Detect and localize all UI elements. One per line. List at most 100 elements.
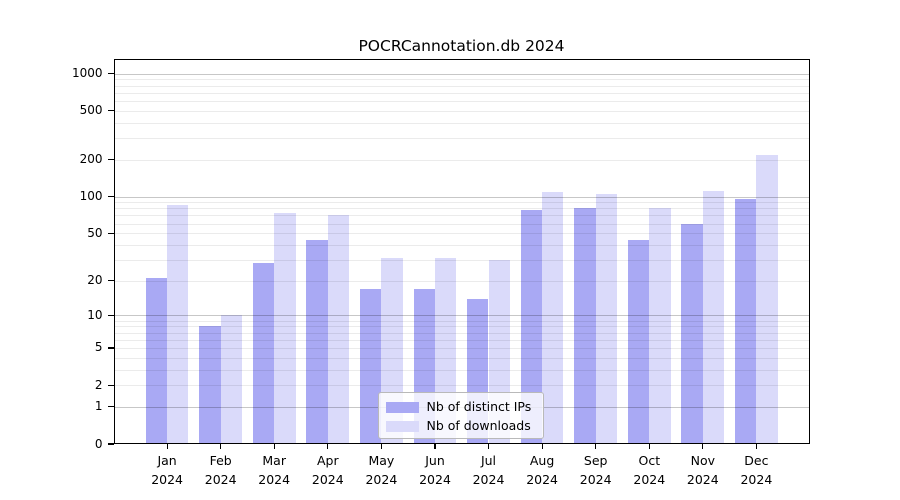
gridline-minor [113,233,810,235]
gridline-minor [113,244,810,246]
y-tick-label: 100 [79,189,103,203]
x-tick-mark [380,444,383,449]
x-tick-label: Jun 2024 [419,453,451,487]
y-tick-label: 1000 [71,66,103,80]
x-tick-label: Sep 2024 [579,453,612,487]
gridline-minor [113,385,810,387]
bar-distinct-ips-dec [735,198,757,444]
bar-downloads-apr [327,214,350,444]
gridline-minor [113,347,810,349]
y-tick-label: 2 [94,377,103,392]
plot-border-right [808,58,810,444]
bar-distinct-ips-mar [252,263,275,444]
plot-border-top [113,58,810,60]
gridline-minor [113,339,810,341]
x-tick-mark [434,444,436,449]
bar-downloads-aug [542,192,564,444]
x-tick-label: Mar 2024 [258,453,291,487]
x-tick-label: Aug 2024 [526,453,558,487]
gridline-minor [113,208,810,210]
y-tick-mark [107,347,114,349]
gridline-minor [113,369,810,371]
y-tick-mark [107,280,114,282]
y-tick-mark [107,195,114,198]
x-tick-label: Oct 2024 [633,453,666,487]
bar-distinct-ips-sep [574,207,596,444]
gridline-minor [113,326,810,328]
bar-downloads-jan [167,205,189,444]
y-tick-mark [107,443,114,445]
legend-label: Nb of downloads [426,418,531,433]
gridline-minor [113,259,810,261]
x-tick-mark [166,444,168,449]
bar-downloads-feb [220,315,243,444]
bar-downloads-mar [274,212,296,444]
x-tick-label: Apr 2024 [311,453,344,487]
gridline-minor [113,137,810,139]
bar-distinct-ips-apr [306,239,328,444]
gridline-minor [113,92,810,94]
plot-border-bottom [113,442,810,444]
y-tick-label: 10 [87,307,103,322]
gridline-minor [113,85,810,87]
y-tick-label: 0 [94,436,103,451]
x-tick-mark [487,444,490,449]
legend-swatch-distinct-ips [385,401,419,413]
y-tick-label: 200 [79,152,103,167]
legend-row: Nb of distinct IPs [385,399,536,416]
x-tick-mark [273,444,275,449]
gridline-minor [113,202,810,204]
y-tick-mark [107,110,114,112]
y-tick-mark [107,314,114,317]
gridline-minor [113,320,810,322]
gridline-minor [113,159,810,161]
x-tick-mark [327,444,329,449]
bar-downloads-nov [702,191,725,444]
gridline-minor [113,215,810,217]
x-tick-label: May 2024 [365,453,398,487]
gridline-minor [113,100,810,102]
bar-distinct-ips-feb [199,326,221,444]
y-tick-mark [107,72,114,75]
gridline-minor [113,223,810,225]
gridline-minor [113,332,810,334]
gridline-major [113,196,810,198]
y-tick-mark [107,406,114,408]
gridline-major [113,315,810,317]
bar-downloads-sep [595,194,618,444]
bar-downloads-dec [756,154,778,444]
gridline-minor [113,79,810,81]
x-tick-label: Nov 2024 [686,453,719,487]
y-tick-label: 1 [94,399,103,414]
x-tick-mark [541,444,543,449]
legend-row: Nb of downloads [385,418,536,435]
x-tick-mark [702,444,704,449]
bar-distinct-ips-jan [145,278,167,444]
chart-title: POCRCannotation.db 2024 [358,37,565,55]
legend-swatch-downloads [385,420,419,432]
x-tick-mark [220,444,222,449]
legend-label: Nb of distinct IPs [426,399,532,414]
x-tick-mark [648,444,650,449]
bar-distinct-ips-may [360,289,382,444]
x-tick-label: Feb 2024 [204,453,237,487]
y-tick-mark [107,384,114,386]
gridline-minor [113,110,810,112]
y-tick-label: 5 [94,340,103,355]
gridline-minor [113,280,810,282]
gridline-major [113,73,810,75]
plot-area: Nb of distinct IPs Nb of downloads [113,58,810,444]
legend: Nb of distinct IPs Nb of downloads [377,391,544,439]
bar-distinct-ips-nov [681,223,703,444]
plot-border-left [113,58,115,444]
y-tick-mark [107,159,114,161]
x-tick-label: Jan 2024 [151,453,183,487]
bar-downloads-oct [649,208,671,444]
bar-distinct-ips-aug [520,210,543,444]
x-tick-mark [755,444,758,449]
y-tick-label: 20 [87,273,103,288]
y-tick-label: 50 [87,225,103,240]
gridline-minor [113,357,810,359]
gridline-minor [113,122,810,124]
